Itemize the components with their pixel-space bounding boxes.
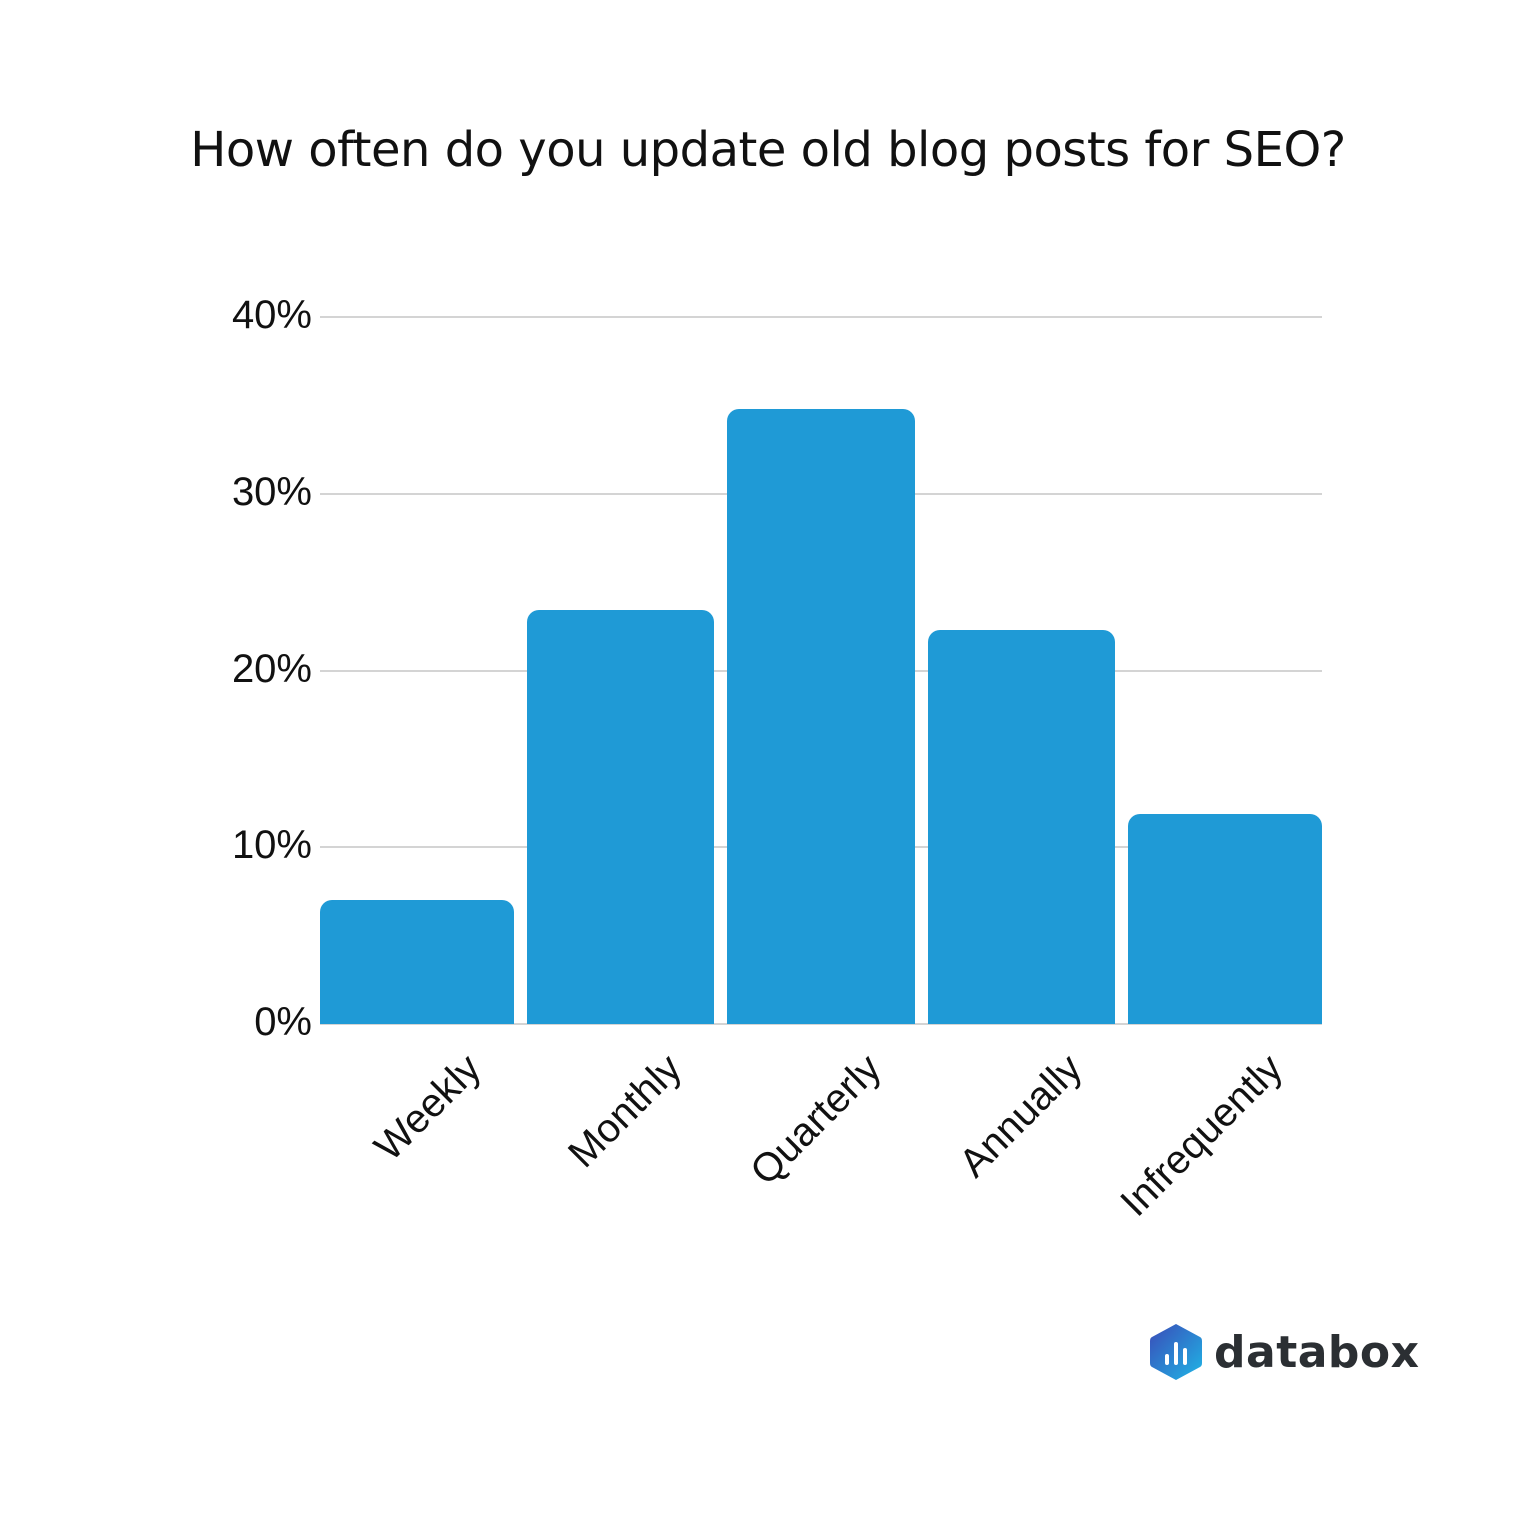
bar-annually <box>927 629 1116 1024</box>
x-tick-label: Weekly <box>366 1046 490 1170</box>
chart-title: How often do you update old blog posts f… <box>190 122 1346 178</box>
plot-area <box>320 316 1322 1025</box>
x-tick-label: Annually <box>951 1046 1091 1186</box>
bar-infrequently <box>1128 813 1322 1024</box>
x-tick-label: Infrequently <box>1112 1046 1291 1225</box>
gridline <box>320 316 1322 318</box>
databox-wordmark: databox <box>1214 1326 1420 1378</box>
y-tick-label: 20% <box>231 646 312 691</box>
databox-hexagon-bars-icon <box>1150 1324 1202 1380</box>
bar-monthly <box>526 610 715 1024</box>
bar-quarterly <box>727 408 915 1024</box>
bar-weekly <box>320 900 514 1024</box>
y-tick-label: 10% <box>231 823 312 868</box>
x-tick-label: Quarterly <box>742 1046 890 1194</box>
y-tick-label: 40% <box>231 293 312 337</box>
x-tick-label: Monthly <box>559 1046 690 1177</box>
gridline <box>320 1023 1322 1025</box>
databox-logo: databox <box>1148 1322 1420 1382</box>
y-tick-label: 0% <box>254 1000 312 1044</box>
y-tick-label: 30% <box>231 469 312 514</box>
